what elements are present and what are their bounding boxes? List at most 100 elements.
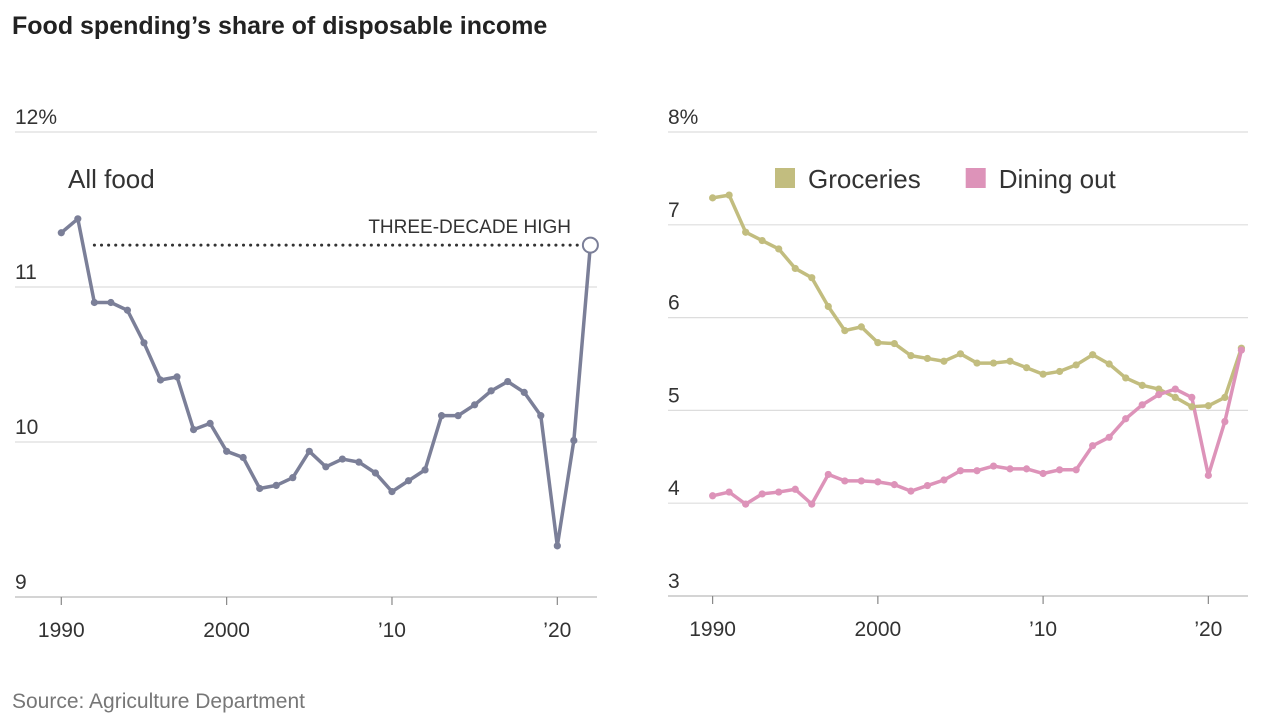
point <box>956 467 965 475</box>
point <box>973 467 981 475</box>
point <box>223 447 231 455</box>
point <box>553 542 561 550</box>
series-line <box>712 349 1244 506</box>
point <box>1138 381 1146 389</box>
point <box>57 229 65 237</box>
point <box>1138 401 1146 409</box>
point <box>824 470 832 479</box>
point <box>305 447 313 455</box>
y-tick-label: 8% <box>668 106 698 129</box>
point <box>388 488 396 496</box>
legend-swatch <box>965 168 986 188</box>
y-tick-label: 10 <box>15 416 38 439</box>
point <box>1022 364 1031 372</box>
point <box>173 373 181 381</box>
point <box>1039 469 1047 478</box>
y-tick-label: 3 <box>668 570 680 593</box>
x-tick-label: 1990 <box>689 618 736 641</box>
point <box>1171 385 1179 393</box>
point <box>156 376 165 384</box>
point <box>537 412 545 420</box>
point <box>808 274 816 282</box>
point <box>824 302 832 311</box>
point <box>1155 391 1163 399</box>
point <box>74 215 82 223</box>
point <box>907 352 915 360</box>
point <box>487 387 495 395</box>
point <box>907 487 915 495</box>
point <box>890 339 898 348</box>
point <box>808 500 816 508</box>
point <box>1072 361 1080 369</box>
point <box>791 485 799 493</box>
point <box>940 476 948 484</box>
point <box>742 500 750 508</box>
legend-label: Dining out <box>999 164 1117 194</box>
point <box>504 377 512 386</box>
y-tick-label: 4 <box>668 477 680 500</box>
point <box>1072 466 1080 474</box>
point <box>841 477 849 485</box>
point <box>758 490 766 498</box>
point <box>973 359 981 367</box>
point <box>1237 346 1245 354</box>
point <box>791 264 799 273</box>
point <box>1039 370 1047 378</box>
y-tick-label: 11 <box>15 261 37 284</box>
x-tick-label: ’10 <box>378 619 406 642</box>
point <box>1089 351 1097 359</box>
point <box>1022 465 1031 473</box>
point <box>140 339 148 347</box>
point <box>857 323 865 331</box>
point <box>90 298 98 307</box>
chart-title: Food spending’s share of disposable inco… <box>12 12 547 40</box>
point <box>570 436 578 445</box>
point <box>1221 393 1229 402</box>
point <box>940 357 948 365</box>
series-line <box>712 193 1244 409</box>
point <box>725 191 733 199</box>
point <box>371 469 380 477</box>
point <box>874 339 882 347</box>
point <box>1188 393 1196 402</box>
point <box>338 455 346 463</box>
point <box>123 306 132 314</box>
x-tick-label: 2000 <box>854 618 901 641</box>
point <box>289 474 297 482</box>
y-tick-label: 12% <box>15 106 57 129</box>
point <box>923 481 932 490</box>
point <box>709 492 717 500</box>
point <box>1006 465 1014 473</box>
point <box>989 359 998 367</box>
point <box>520 388 528 396</box>
point <box>1171 393 1179 402</box>
x-tick-label: ’20 <box>543 619 571 642</box>
point <box>742 228 750 236</box>
source: Source: Agriculture Department <box>12 690 305 713</box>
point <box>1089 442 1097 450</box>
point <box>775 488 783 496</box>
y-tick-label: 6 <box>668 292 680 315</box>
point <box>956 350 965 358</box>
x-tick-label: 1990 <box>38 619 85 642</box>
point <box>1056 466 1064 474</box>
point <box>322 463 330 471</box>
point <box>775 245 783 253</box>
point <box>1188 403 1196 411</box>
point <box>1204 471 1212 479</box>
point <box>107 298 115 307</box>
point <box>874 478 882 486</box>
point <box>471 401 479 409</box>
point <box>1155 385 1163 393</box>
x-tick-label: 2000 <box>203 619 250 642</box>
point <box>404 477 413 485</box>
point <box>923 354 932 363</box>
x-tick-label: ’10 <box>1029 618 1057 641</box>
point <box>239 453 247 462</box>
y-tick-label: 5 <box>668 384 680 407</box>
point <box>437 412 446 420</box>
point <box>355 458 363 466</box>
point <box>841 326 849 335</box>
